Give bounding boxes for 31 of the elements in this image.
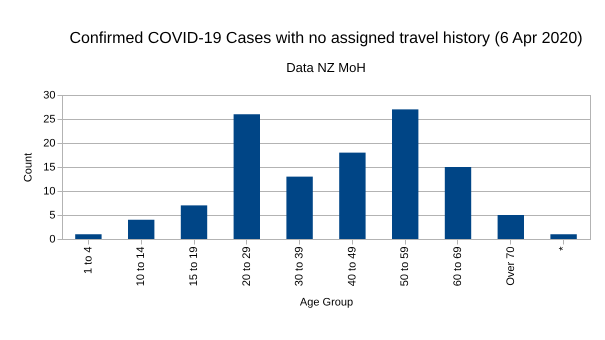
- bar: [180, 205, 208, 239]
- x-tick-label: 50 to 59: [399, 246, 412, 286]
- x-tick-label: 40 to 49: [346, 246, 358, 286]
- bar: [444, 167, 472, 239]
- bar: [339, 152, 366, 239]
- x-axis-title: Age Group: [300, 296, 354, 308]
- y-tick-label: 15: [43, 162, 56, 174]
- y-tick-label: 5: [49, 210, 56, 222]
- bar: [234, 114, 260, 239]
- x-tick-label: 1 to 4: [82, 246, 94, 274]
- y-tick-label: 0: [49, 234, 56, 246]
- x-tick-label: 30 to 39: [294, 246, 306, 286]
- bar: [75, 234, 102, 239]
- x-tick-label: 10 to 14: [135, 246, 148, 286]
- y-tick-label: 10: [43, 186, 56, 198]
- bar: [286, 176, 313, 239]
- x-tick-label: 15 to 19: [188, 246, 200, 286]
- y-tick-label: 25: [43, 114, 56, 126]
- chart-title: Confirmed COVID-19 Cases with no assigned travel history (6 Apr 2020): [69, 30, 583, 47]
- x-tick-label: 20 to 29: [240, 246, 253, 286]
- x-tick-label: 60 to 69: [452, 246, 464, 286]
- x-tick-label: Over 70: [504, 246, 517, 286]
- x-tick-label: *: [558, 246, 570, 251]
- y-axis-title: Count: [22, 152, 34, 182]
- bar: [498, 215, 524, 239]
- chart-subtitle: Data NZ MoH: [286, 60, 366, 75]
- bar: [128, 220, 154, 239]
- bar: [392, 109, 418, 239]
- y-tick-label: 30: [43, 90, 56, 102]
- bar: [550, 234, 577, 239]
- y-tick-label: 20: [43, 138, 56, 150]
